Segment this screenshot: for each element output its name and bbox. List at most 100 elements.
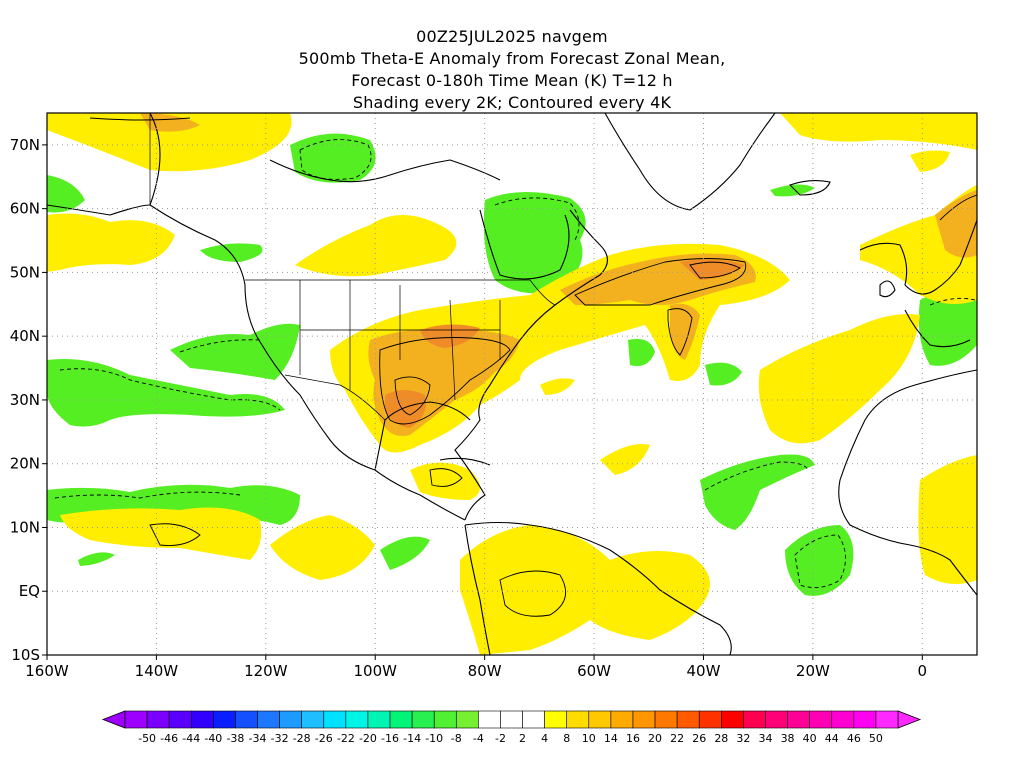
colorbar-label: 34 (758, 732, 772, 745)
colorbar-swatch (433, 710, 457, 729)
colorbar-swatch (500, 710, 523, 729)
colorbar-label: -46 (160, 732, 178, 745)
colorbar-swatch (279, 710, 302, 729)
lat-tick-label: 20N (10, 455, 40, 473)
longitude-axis: 160W 140W 120W 100W 80W 60W 40W 20W 0 (25, 655, 927, 680)
green-region-atlantic-mid (628, 338, 655, 367)
contour-south-america (499, 570, 567, 617)
colorbar-label: -50 (138, 732, 156, 745)
yellow-region-atlantic-tropical (600, 444, 650, 475)
coastline-africa (838, 369, 977, 596)
colorbar-label: 38 (781, 732, 795, 745)
colorbar-label: -4 (473, 732, 484, 745)
contour-arctic-pacific (89, 117, 191, 121)
colorbar-swatch (146, 710, 170, 729)
lon-tick-label: 160W (25, 662, 69, 680)
colorbar-swatch (765, 710, 788, 729)
yellow-region-arctic-pacific (47, 113, 292, 172)
colorbar-swatch (522, 710, 545, 729)
green-region-atlantic-south (700, 454, 815, 530)
colorbar-swatch (544, 710, 568, 729)
lat-tick-label: 40N (10, 327, 40, 345)
colorbar-label: 4 (541, 732, 548, 745)
colorbar-swatch (478, 710, 501, 729)
lon-tick-label: 100W (354, 662, 398, 680)
green-region-west-africa (785, 525, 854, 596)
yellow-region-canada (295, 215, 457, 277)
green-region-arctic-canada (290, 133, 376, 183)
coastline-canada-arctic (269, 159, 501, 183)
coastline-north-america-east (454, 209, 609, 521)
contour-caribbean (429, 468, 463, 487)
coastline-british-isles (879, 280, 896, 298)
coastline-south-america (464, 521, 732, 655)
colorbar-label: 22 (670, 732, 684, 745)
colorbar-label: -38 (226, 732, 244, 745)
colorbar-label: -28 (293, 732, 311, 745)
colorbar-swatch (809, 710, 833, 729)
colorbar-label: -2 (495, 732, 506, 745)
coastlines (47, 113, 977, 655)
title-line-1: 00Z25JUL2025 navgem (416, 27, 608, 46)
lat-tick-label: 50N (10, 263, 40, 281)
title-block: 00Z25JUL2025 navgem 500mb Theta-E Anomal… (0, 26, 1024, 114)
colorbar-label: -34 (249, 732, 267, 745)
yellow-region-arctic-island (910, 150, 950, 172)
colorbar-swatch (610, 710, 634, 729)
lon-tick-label: 40W (687, 662, 721, 680)
coastline-greenland (604, 113, 776, 211)
colorbar-label: -8 (451, 732, 462, 745)
green-region-central-america (78, 552, 115, 566)
green-region-atlantic-east (705, 362, 742, 386)
contour-neg-pacific-3 (54, 491, 241, 499)
coastline-hudson-bay (479, 209, 570, 280)
colorbar-swatch (875, 710, 899, 729)
contour-atlantic-ridge (574, 258, 747, 306)
colorbar-swatch (654, 710, 678, 729)
yellow-region-mexico-pacific (270, 515, 375, 580)
coastline-gulf (374, 401, 471, 471)
boundaries (149, 113, 556, 421)
colorbar-swatch (831, 710, 855, 729)
lat-tick-label: 10N (10, 518, 40, 536)
colorbar-label: -26 (315, 732, 333, 745)
coastline-alaska (47, 204, 151, 216)
colorbar: -50 -46 -44 -40 -38 -34 -32 -28 -26 -22 -20 -16 -14-… (101, 710, 922, 745)
colorbar-swatch (345, 710, 369, 729)
yellow-region-africa (918, 455, 977, 584)
graticule (47, 113, 977, 655)
colorbar-label: 10 (582, 732, 596, 745)
lon-tick-label: 20W (796, 662, 830, 680)
lat-tick-label: 60N (10, 200, 40, 218)
colorbar-label: 8 (563, 732, 570, 745)
colorbar-swatch (853, 710, 877, 729)
boundary-us-states-1 (299, 280, 501, 401)
lon-tick-label: 80W (468, 662, 502, 680)
colorbar-swatch (743, 710, 766, 729)
lat-tick-label: 10S (11, 646, 40, 664)
colorbar-swatch (190, 710, 214, 729)
colorbar-swatch (676, 710, 700, 729)
lat-tick-label: 70N (10, 136, 40, 154)
colorbar-label: 2 (519, 732, 526, 745)
coastline-iceland (788, 179, 831, 196)
colorbar-label: 32 (736, 732, 750, 745)
colorbar-swatch (588, 710, 612, 729)
contour-neg-pacific-2 (179, 339, 261, 353)
coastline-cuba (439, 457, 491, 466)
colorbar-swatch (168, 710, 192, 729)
yellow-region-south-america (460, 525, 710, 655)
green-region-iberia (918, 288, 977, 366)
lon-tick-label: 60W (577, 662, 611, 680)
yellow-region-alaska-south (47, 213, 175, 272)
colorbar-label: 20 (648, 732, 662, 745)
colorbar-label: -14 (403, 732, 421, 745)
contour-neg-pacific-1 (59, 368, 281, 411)
colorbar-swatch (389, 710, 413, 729)
contour-neg-west-africa (794, 534, 846, 589)
yellow-region-western-pacific-lat30 (540, 378, 575, 395)
anomaly-shading (47, 113, 977, 655)
green-region-canada-west (200, 243, 263, 262)
boundary-us-canada (245, 279, 556, 306)
